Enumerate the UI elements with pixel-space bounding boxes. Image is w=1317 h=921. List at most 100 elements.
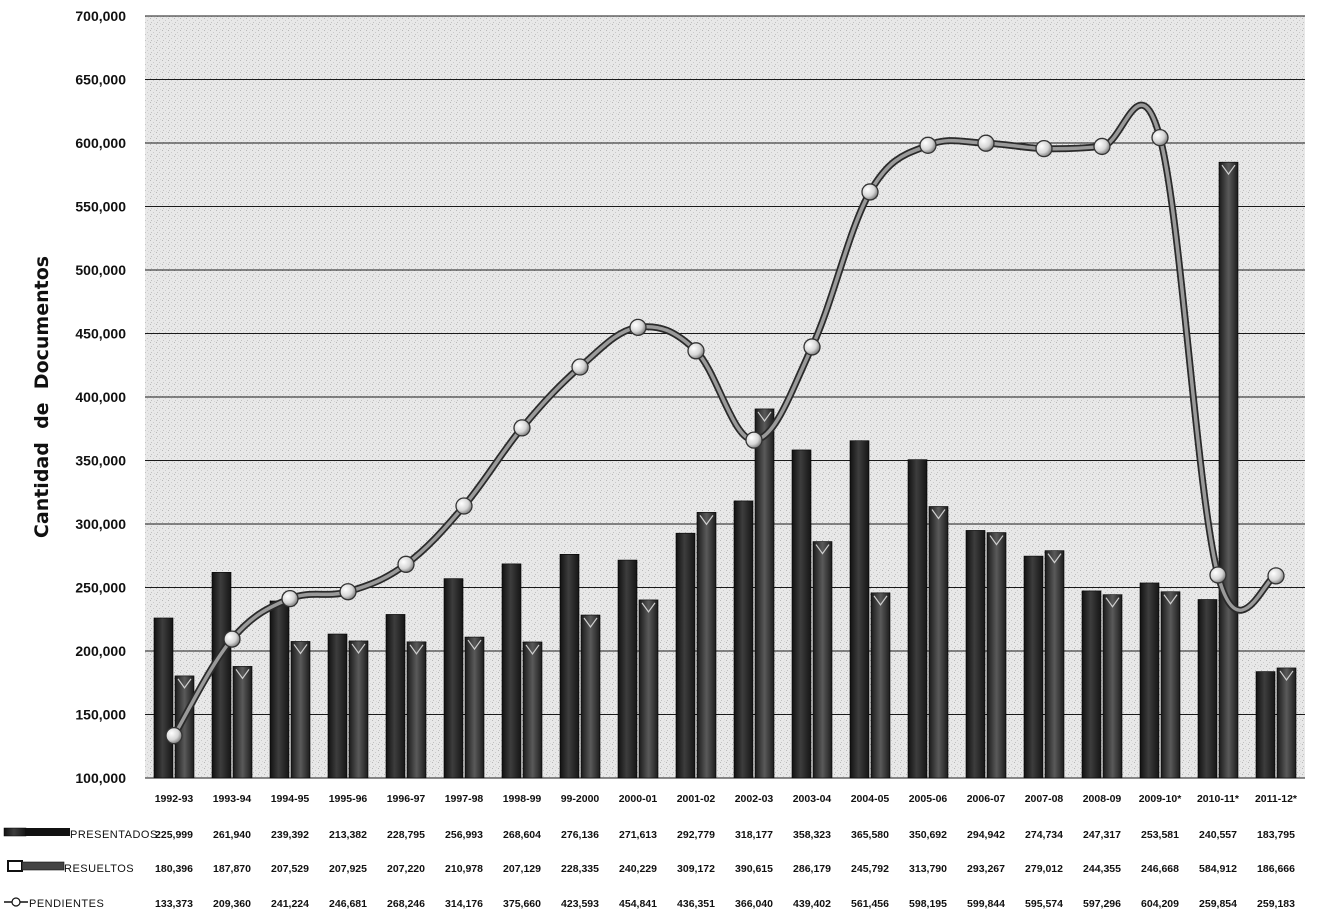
bar-resueltos xyxy=(290,641,311,779)
x-category-label: 2007-08 xyxy=(1025,793,1064,805)
bar-resueltos-marker xyxy=(1221,164,1236,176)
bar-resueltos-marker xyxy=(873,595,888,606)
x-category-label: 1994-95 xyxy=(271,793,310,805)
bar-resueltos xyxy=(406,641,427,779)
bar-resueltos xyxy=(1044,550,1065,779)
bar-presentados xyxy=(385,614,406,779)
legend-key-presentados xyxy=(3,827,27,837)
legend-key-presentados-fill xyxy=(26,828,70,836)
x-category-label: 2000-01 xyxy=(619,793,658,805)
bar-presentados xyxy=(211,572,232,779)
pendientes-point xyxy=(455,497,473,515)
data-table-cell: 240,557 xyxy=(1199,829,1237,841)
pendientes-point xyxy=(687,342,705,360)
data-table-cell: 239,392 xyxy=(271,829,309,841)
y-tick-label: 250,000 xyxy=(75,580,126,596)
data-table-cell: 276,136 xyxy=(561,829,599,841)
data-table-cell: 207,220 xyxy=(387,863,425,875)
bar-resueltos-marker xyxy=(235,669,250,680)
x-category-label: 1996-97 xyxy=(387,793,426,805)
data-table-cell: 228,335 xyxy=(561,863,599,875)
y-axis-title: Cantidad de Documentos xyxy=(31,256,53,538)
bar-presentados xyxy=(327,633,348,779)
y-tick-label: 100,000 xyxy=(75,770,126,786)
data-table-cell: 366,040 xyxy=(735,898,773,910)
bar-resueltos-marker xyxy=(467,639,482,651)
data-table-cell: 604,209 xyxy=(1141,898,1179,910)
x-category-label: 2006-07 xyxy=(967,793,1006,805)
data-table-cell: 561,456 xyxy=(851,898,889,910)
data-table-cell: 247,317 xyxy=(1083,829,1121,841)
pendientes-point xyxy=(745,431,763,449)
pendientes-point xyxy=(223,630,241,648)
bar-presentados xyxy=(269,600,290,779)
bar-presentados xyxy=(907,459,928,779)
y-tick-label: 650,000 xyxy=(75,72,126,88)
data-table-cell: 423,593 xyxy=(561,898,599,910)
data-table-cell: 180,396 xyxy=(155,863,193,875)
data-table-cell: 207,925 xyxy=(329,863,367,875)
bar-presentados xyxy=(1255,671,1276,779)
bar-resueltos-marker xyxy=(1105,597,1120,608)
data-table-cell: 271,613 xyxy=(619,829,657,841)
bar-resueltos-marker xyxy=(293,644,308,655)
bar-resueltos-marker xyxy=(409,644,424,655)
pendientes-point xyxy=(1267,567,1285,585)
y-tick-label: 200,000 xyxy=(75,643,126,659)
data-table-cell: 183,795 xyxy=(1257,829,1295,841)
data-table-cell: 454,841 xyxy=(619,898,657,910)
data-table-cell: 292,779 xyxy=(677,829,715,841)
data-table-cell: 350,692 xyxy=(909,829,947,841)
pendientes-point xyxy=(919,136,937,154)
bar-resueltos-marker xyxy=(989,535,1004,546)
bar-resueltos-marker xyxy=(177,678,192,689)
bar-resueltos-marker xyxy=(1279,670,1294,681)
bar-resueltos xyxy=(1160,591,1181,779)
data-table-cell: 358,323 xyxy=(793,829,831,841)
legend-label: PRESENTADOS xyxy=(70,829,158,841)
legend-key-pendientes-marker xyxy=(11,897,21,907)
data-table-cell: 318,177 xyxy=(735,829,773,841)
data-table-cell: 186,666 xyxy=(1257,863,1295,875)
bar-presentados xyxy=(559,554,580,779)
bar-resueltos-marker xyxy=(815,544,830,555)
data-table-cell: 274,734 xyxy=(1025,829,1063,841)
x-category-label: 2004-05 xyxy=(851,793,890,805)
pendientes-point xyxy=(1209,566,1227,584)
data-table-cell: 268,604 xyxy=(503,829,541,841)
bar-presentados xyxy=(1081,590,1102,779)
data-table-cell: 244,355 xyxy=(1083,863,1121,875)
legend-key-resueltos xyxy=(7,860,23,872)
x-category-label: 2001-02 xyxy=(677,793,716,805)
bar-presentados xyxy=(849,440,870,779)
x-category-label: 1997-98 xyxy=(445,793,484,805)
bar-resueltos xyxy=(696,512,717,779)
data-table-cell: 436,351 xyxy=(677,898,715,910)
bar-resueltos xyxy=(870,592,891,779)
bar-resueltos-marker xyxy=(351,643,366,654)
pendientes-point xyxy=(165,726,183,745)
bar-presentados xyxy=(1139,582,1160,779)
data-table-cell: 313,790 xyxy=(909,863,947,875)
pendientes-point xyxy=(803,338,821,356)
data-table-cell: 314,176 xyxy=(445,898,483,910)
bar-resueltos xyxy=(986,532,1007,779)
pendientes-point xyxy=(397,555,415,573)
bar-resueltos-marker xyxy=(699,515,714,526)
bar-presentados xyxy=(965,530,986,779)
x-axis-categories: 1992-93 1993-94 1994-95 1995-96 1996-97 1997-… xyxy=(155,793,1298,805)
pendientes-point xyxy=(571,358,589,376)
data-table-cell: 599,844 xyxy=(967,898,1005,910)
data-table-cell: 390,615 xyxy=(735,863,773,875)
data-table-cell: 213,382 xyxy=(329,829,367,841)
bar-resueltos xyxy=(1218,161,1239,779)
bar-resueltos xyxy=(348,640,369,779)
bar-resueltos-marker xyxy=(1163,594,1178,605)
data-table-cell: 294,942 xyxy=(967,829,1005,841)
data-table-cell: 597,296 xyxy=(1083,898,1121,910)
bar-resueltos xyxy=(232,666,253,779)
y-tick-label: 500,000 xyxy=(75,262,126,278)
pendientes-point xyxy=(513,419,531,437)
pendientes-point xyxy=(1035,139,1053,158)
bar-resueltos xyxy=(522,641,543,779)
